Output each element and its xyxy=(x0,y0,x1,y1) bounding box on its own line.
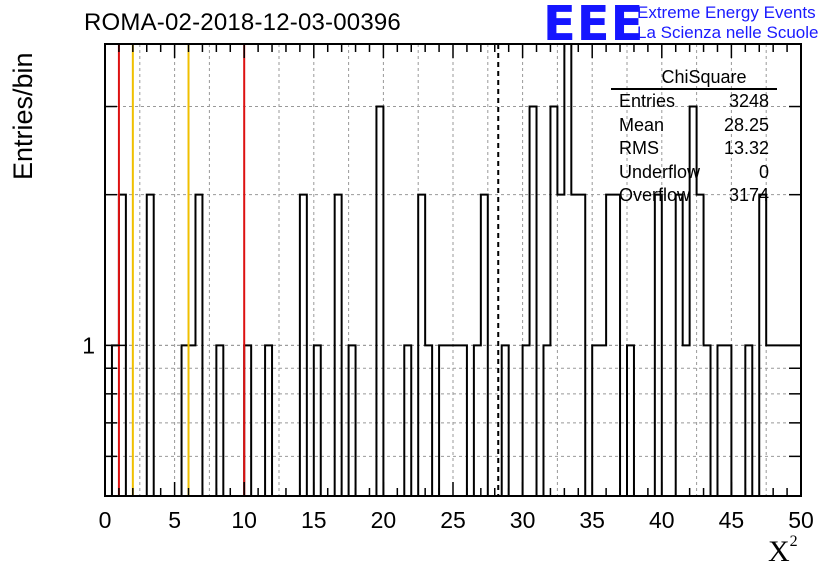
histogram-bin xyxy=(460,345,467,496)
histogram-bin xyxy=(418,195,425,496)
histogram-bin xyxy=(376,107,383,496)
histogram-bin xyxy=(300,195,307,496)
stats-value: 0 xyxy=(758,161,769,182)
histogram-bin xyxy=(717,345,724,496)
histogram-bin xyxy=(474,345,481,496)
histogram-bin xyxy=(564,44,571,496)
x-axis-label: X2 xyxy=(768,533,798,568)
histogram-bin xyxy=(244,345,251,496)
stats-label: RMS xyxy=(619,138,659,158)
logo-subtitle-line2: La Scienza nelle Scuole xyxy=(637,23,819,42)
stats-label: Entries xyxy=(619,91,676,111)
y-axis-label: Entries/bin xyxy=(8,52,38,180)
eee-logo: EEE xyxy=(543,0,645,52)
x-tick-label: 40 xyxy=(649,507,675,533)
histogram-bin xyxy=(550,107,557,496)
histogram-bin xyxy=(523,345,530,496)
histogram-bin xyxy=(543,345,550,496)
histogram-bin xyxy=(557,195,564,496)
y-tick-label: 1 xyxy=(82,332,95,358)
stats-title: ChiSquare xyxy=(611,66,777,90)
stats-row-underflow: Underflow 0 xyxy=(611,161,777,185)
histogram-bin xyxy=(439,345,446,496)
histogram-bin xyxy=(766,345,773,496)
stats-row-mean: Mean 28.25 xyxy=(611,114,777,138)
stats-row-overflow: Overflow 3174 xyxy=(611,184,777,208)
histogram-bin xyxy=(502,345,509,496)
x-tick-label: 10 xyxy=(231,507,257,533)
x-tick-label: 50 xyxy=(788,507,814,533)
stats-value: 3174 xyxy=(728,185,769,205)
histogram-bin xyxy=(780,345,787,496)
histogram-bin xyxy=(404,345,411,496)
histogram-bin xyxy=(349,345,356,496)
histogram-bin xyxy=(182,345,189,496)
histogram-bin xyxy=(745,345,752,496)
x-tick-label: 5 xyxy=(168,507,181,533)
histogram-bin xyxy=(530,107,537,496)
histogram-bin xyxy=(265,345,272,496)
stats-label: Overflow xyxy=(619,185,691,205)
histogram-bin xyxy=(592,345,599,496)
stats-value: 13.32 xyxy=(723,138,769,158)
histogram-bin xyxy=(571,195,578,496)
histogram-bin xyxy=(724,345,731,496)
histogram-bin xyxy=(759,195,766,496)
histogram-bin xyxy=(453,345,460,496)
histogram-bin xyxy=(335,195,342,496)
stats-label: Mean xyxy=(619,114,665,135)
histogram-bin xyxy=(697,195,704,496)
histogram-bin xyxy=(425,345,432,496)
histogram-bin xyxy=(446,345,453,496)
x-tick-label: 25 xyxy=(440,507,466,533)
x-tick-label: 15 xyxy=(301,507,327,533)
histogram-bin xyxy=(481,195,488,496)
stats-value: 28.25 xyxy=(723,114,769,135)
histogram-bin xyxy=(216,345,223,496)
histogram-bin xyxy=(676,195,683,496)
histogram-bin xyxy=(655,195,662,496)
histogram-bin xyxy=(147,195,154,496)
histogram-bin xyxy=(606,195,613,496)
stats-row-rms: RMS 13.32 xyxy=(611,137,777,161)
stats-row-entries: Entries 3248 xyxy=(611,90,777,114)
histogram-bin xyxy=(189,345,196,496)
histogram-bin xyxy=(627,345,634,496)
histogram-bin xyxy=(195,195,202,496)
histogram-bin xyxy=(578,195,585,496)
stats-label: Underflow xyxy=(619,161,701,182)
x-tick-label: 30 xyxy=(510,507,536,533)
histogram-bin xyxy=(599,345,606,496)
stats-box: ChiSquare Entries 3248 Mean 28.25 RMS 13… xyxy=(611,66,777,208)
plot-title: ROMA-02-2018-12-03-00396 xyxy=(84,9,401,36)
histogram-bin xyxy=(773,345,780,496)
histogram-bin xyxy=(314,345,321,496)
x-tick-label: 0 xyxy=(99,507,112,533)
stats-value: 3248 xyxy=(728,91,769,111)
logo-subtitle-line1: Extreme Energy Events xyxy=(637,3,816,22)
histogram-bin xyxy=(704,345,711,496)
x-tick-label: 45 xyxy=(719,507,745,533)
x-tick-label: 35 xyxy=(579,507,605,533)
histogram-bin xyxy=(683,345,690,496)
histogram-bin xyxy=(613,195,620,496)
x-tick-label: 20 xyxy=(371,507,397,533)
